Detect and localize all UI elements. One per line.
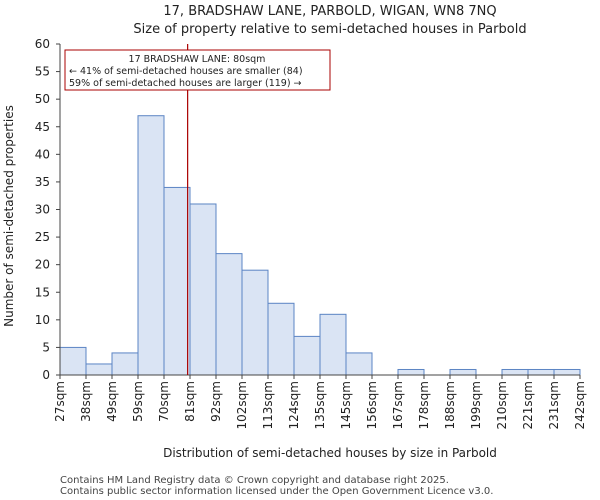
x-tick-label: 70sqm [157,381,171,422]
bar-59sqm [137,115,165,376]
x-tick-label: 156sqm [365,381,379,429]
y-tick-label: 5 [42,340,50,354]
bar-92sqm [215,253,243,376]
annotation-box: 17 BRADSHAW LANE: 80sqm ← 41% of semi-de… [64,49,331,91]
y-tick-label: 50 [35,92,50,106]
x-tick-label: 242sqm [573,381,587,429]
x-tick-label: 59sqm [131,381,145,422]
y-ticks-group: 0 5 10 15 20 25 30 35 40 45 50 55 60 [35,37,60,382]
y-tick-label: 0 [42,368,50,382]
bar-49sqm [111,352,139,376]
x-tick-label: 92sqm [209,381,223,422]
annotation-line-1: 17 BRADSHAW LANE: 80sqm [129,54,266,65]
x-tick-label: 81sqm [183,381,197,422]
y-tick-label: 45 [35,120,50,134]
footer-line-2: Contains public sector information licen… [60,486,493,497]
x-tick-label: 124sqm [287,381,301,429]
bar-188sqm [449,368,477,376]
y-tick-label: 20 [35,258,50,272]
x-tick-label: 210sqm [495,381,509,429]
bar-113sqm [267,302,295,376]
x-ticks-group: 27sqm 38sqm 49sqm 59sqm 70sqm 81sqm 92sqm 102sq… [53,375,587,429]
annotation-line-3: 59% of semi-detached houses are larger (… [69,78,302,89]
chart-subtitle: Size of property relative to semi-detach… [133,22,526,37]
bar-38sqm [85,363,113,376]
bar-70sqm [163,186,191,376]
y-tick-label: 40 [35,147,50,161]
y-axis-label: Number of semi-detached properties [2,105,16,327]
y-tick-label: 30 [35,203,50,217]
y-tick-label: 55 [35,65,50,79]
bar-81sqm [189,203,217,376]
y-tick-label: 25 [35,230,50,244]
bar-145sqm [345,352,373,376]
x-tick-label: 49sqm [105,381,119,422]
bar-135sqm [319,313,347,376]
y-tick-label: 35 [35,175,50,189]
footer-line-1: Contains HM Land Registry data © Crown c… [60,475,449,486]
x-tick-label: 27sqm [53,381,67,422]
annotation-line-2: ← 41% of semi-detached houses are smalle… [69,66,303,77]
x-tick-label: 145sqm [339,381,353,429]
y-tick-label: 15 [35,285,50,299]
bars-group [59,115,581,376]
annotation-frame [64,49,331,91]
chart-title: 17, BRADSHAW LANE, PARBOLD, WIGAN, WN8 7… [163,4,496,19]
x-tick-label: 178sqm [417,381,431,429]
bar-221sqm [527,368,555,376]
bar-167sqm [397,368,425,376]
x-tick-label: 135sqm [313,381,327,429]
x-tick-label: 113sqm [261,381,275,429]
x-tick-label: 167sqm [391,381,405,429]
x-tick-label: 231sqm [547,381,561,429]
x-axis-label: Distribution of semi-detached houses by … [163,446,497,460]
bar-210sqm [501,368,529,376]
y-tick-label: 10 [35,313,50,327]
x-tick-label: 199sqm [469,381,483,429]
bar-231sqm [553,368,581,376]
x-tick-label: 38sqm [79,381,93,422]
bar-27sqm [59,346,87,376]
x-tick-label: 221sqm [521,381,535,429]
x-tick-label: 188sqm [443,381,457,429]
y-tick-label: 60 [35,37,50,51]
bar-102sqm [241,269,269,376]
bar-124sqm [293,335,321,376]
x-tick-label: 102sqm [235,381,249,429]
